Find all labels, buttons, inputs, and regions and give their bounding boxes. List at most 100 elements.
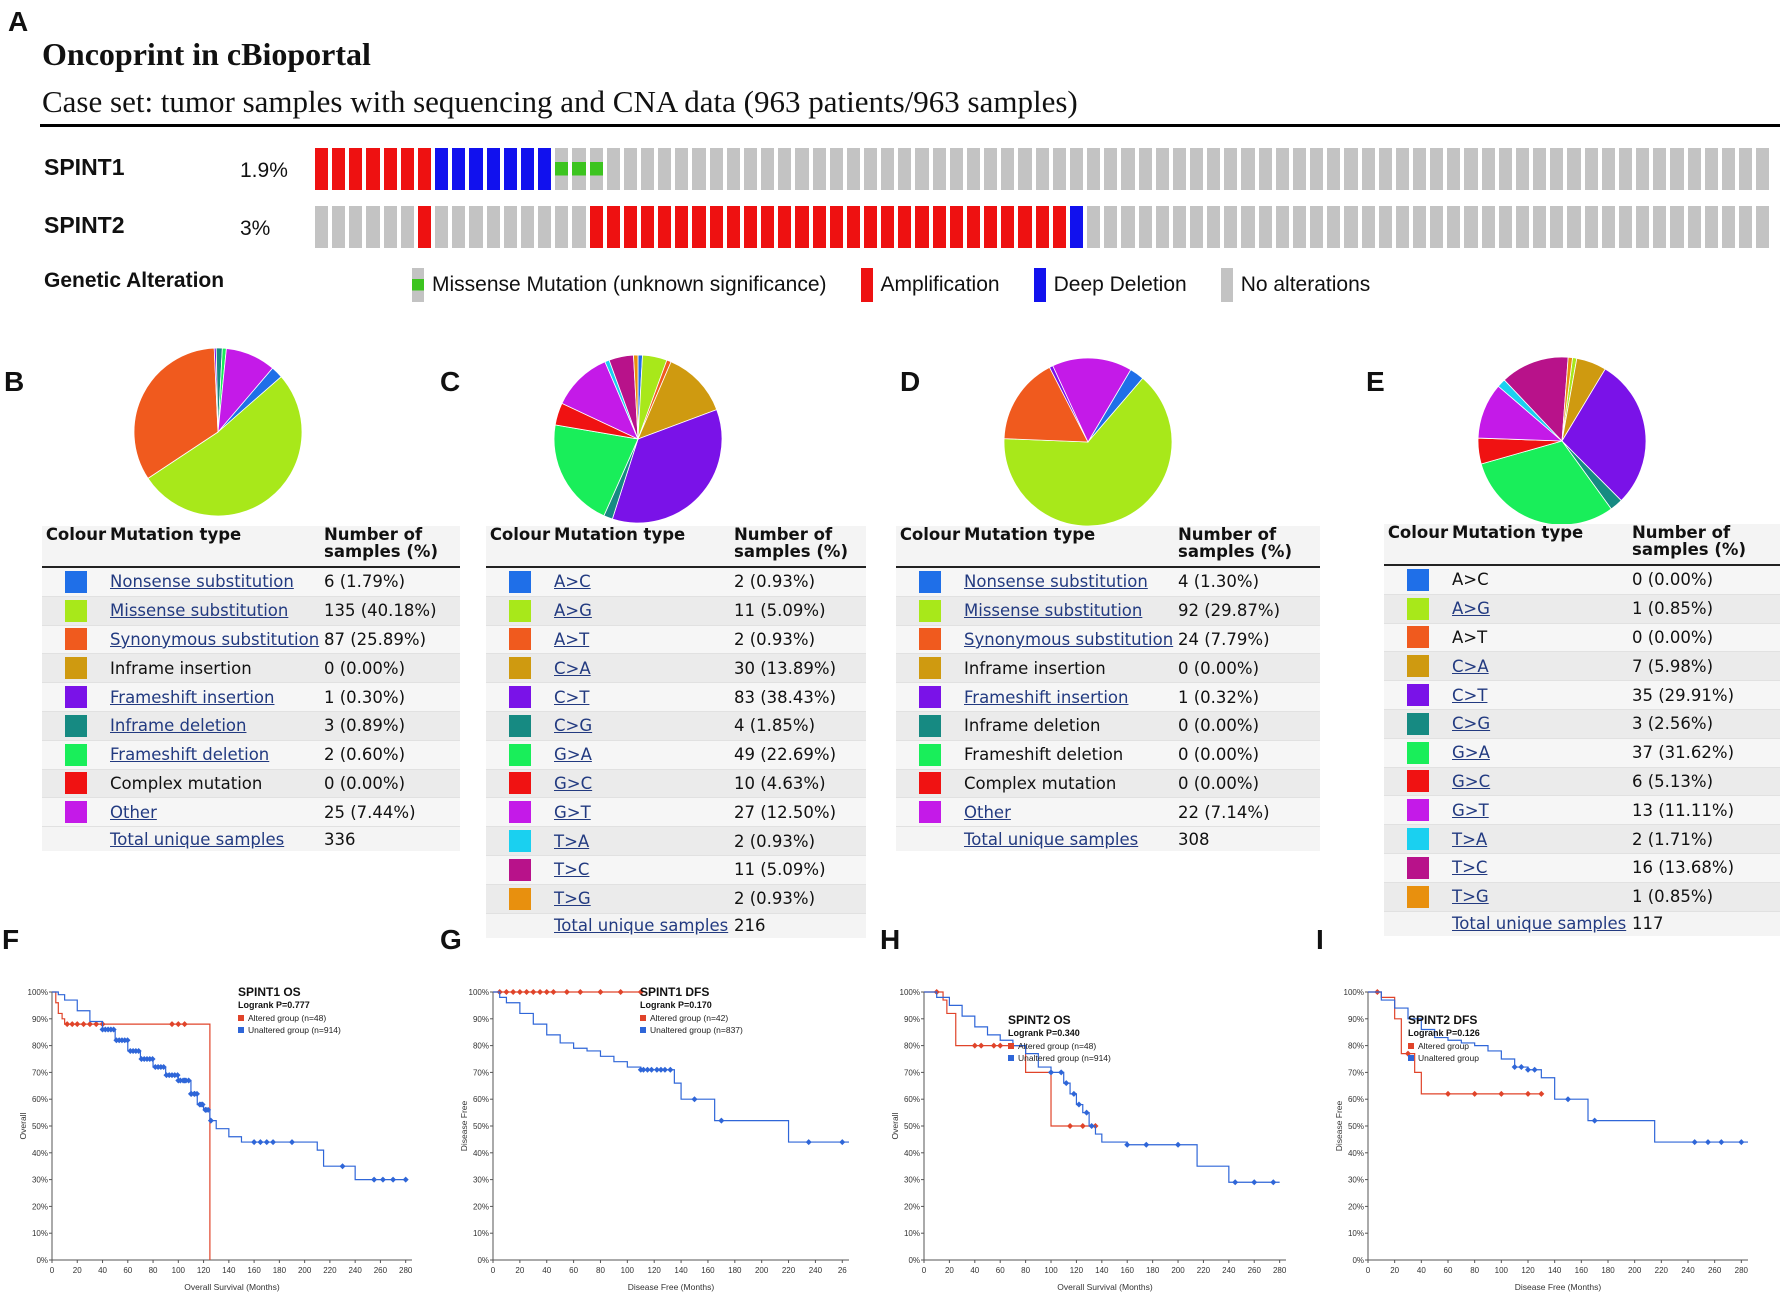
total-unique-samples-link[interactable]: Total unique samples bbox=[1452, 914, 1627, 934]
censor-marker bbox=[339, 1163, 346, 1170]
x-tick-label: 160 bbox=[1575, 1266, 1589, 1275]
alteration-cell-spint2 bbox=[966, 206, 981, 248]
mutation-table-e: Colour Mutation type Number of samples (%)… bbox=[1384, 524, 1780, 936]
total-unique-samples-link[interactable]: Total unique samples bbox=[110, 829, 285, 849]
alteration-cell-spint2 bbox=[486, 206, 500, 248]
x-tick-label: 120 bbox=[197, 1266, 211, 1275]
censor-marker bbox=[1083, 1109, 1090, 1116]
table-row: T>G 2 (0.93%) bbox=[486, 884, 866, 914]
mutation-type-link[interactable]: Synonymous substitution bbox=[964, 629, 1174, 649]
mutation-type-link[interactable]: G>C bbox=[1452, 771, 1491, 791]
mutation-type-link[interactable]: Frameshift insertion bbox=[964, 687, 1129, 707]
y-tick-label: 0% bbox=[477, 1256, 489, 1265]
censor-marker bbox=[1565, 1096, 1571, 1103]
alteration-cell-spint2 bbox=[1550, 206, 1564, 248]
km-axes: 0% 10% 20% 30% 40% 50% 60% 70% 80% 90% 100% 0 20 40 60… bbox=[1344, 988, 1749, 1275]
mutation-type-link[interactable]: Synonymous substitution bbox=[110, 629, 320, 649]
colour-cell bbox=[1384, 741, 1452, 764]
legend-label: Unaltered group (n=837) bbox=[650, 1025, 743, 1035]
sample-count: 1 (0.32%) bbox=[1178, 687, 1260, 707]
censor-marker bbox=[691, 1096, 698, 1103]
x-tick-label: 260 bbox=[1248, 1266, 1262, 1275]
table-row: T>A 2 (1.71%) bbox=[1384, 825, 1780, 854]
censor-marker bbox=[990, 1042, 997, 1049]
alteration-cell-spint2 bbox=[1138, 206, 1152, 248]
table-row: C>A 7 (5.98%) bbox=[1384, 652, 1780, 682]
mutation-type-link[interactable]: A>C bbox=[554, 572, 591, 592]
alteration-cell-spint2 bbox=[1292, 206, 1307, 248]
alteration-cell-spint2 bbox=[435, 206, 449, 248]
sample-count: 4 (1.30%) bbox=[1178, 572, 1260, 592]
mutation-type-link[interactable]: T>A bbox=[1452, 829, 1488, 849]
mutation-type-link[interactable]: C>T bbox=[554, 687, 590, 707]
header-mutation-type: Mutation type bbox=[554, 525, 686, 544]
mutation-type-link[interactable]: C>A bbox=[554, 658, 591, 678]
km-axes: 0% 10% 20% 30% 40% 50% 60% 70% 80% 90% 100% 0 20 40 60… bbox=[469, 988, 849, 1275]
x-tick-label: 80 bbox=[149, 1266, 158, 1275]
mutation-type-link[interactable]: Other bbox=[964, 802, 1011, 822]
mutation-type-link[interactable]: C>A bbox=[1452, 656, 1489, 676]
sample-count: 3 (0.89%) bbox=[324, 716, 406, 736]
x-tick-label: 100 bbox=[1044, 1266, 1058, 1275]
pie-slice-g-a bbox=[1480, 440, 1612, 526]
mutation-type-link[interactable]: G>A bbox=[1452, 743, 1490, 763]
mutation-type-link[interactable]: G>C bbox=[554, 773, 593, 793]
mutation-type-link[interactable]: Inframe deletion bbox=[110, 716, 247, 736]
alteration-cell-spint2 bbox=[1670, 206, 1684, 248]
alteration-cell-spint1 bbox=[1344, 148, 1358, 190]
gene-label-spint1: SPINT1 bbox=[44, 154, 125, 180]
sample-count: 1 (0.85%) bbox=[1632, 599, 1714, 619]
legend-swatch-deep-deletion bbox=[1033, 268, 1046, 302]
mutation-type-link[interactable]: G>T bbox=[1452, 800, 1489, 820]
colour-swatch bbox=[509, 743, 531, 766]
colour-swatch bbox=[1407, 684, 1429, 707]
colour-cell bbox=[1384, 712, 1452, 735]
table-header: Colour Mutation type Number of samples (%) bbox=[486, 526, 866, 568]
panel-label-e: E bbox=[1366, 366, 1385, 397]
y-tick-label: 60% bbox=[32, 1095, 48, 1104]
mutation-type-link[interactable]: C>G bbox=[1452, 714, 1491, 734]
censor-marker bbox=[563, 989, 570, 995]
alteration-cell-spint1 bbox=[383, 148, 397, 190]
mutation-type-link[interactable]: Nonsense substitution bbox=[964, 572, 1148, 592]
header-number-of-samples: Number of samples (%) bbox=[734, 525, 848, 561]
mutation-type-link[interactable]: Nonsense substitution bbox=[110, 572, 294, 592]
mutation-type-link[interactable]: T>C bbox=[554, 860, 590, 880]
total-unique-samples-link[interactable]: Total unique samples bbox=[554, 916, 729, 936]
mutation-type-link[interactable]: G>A bbox=[554, 745, 592, 765]
alteration-cell-spint1 bbox=[1361, 148, 1375, 190]
mutation-type-link[interactable]: Frameshift deletion bbox=[110, 745, 270, 765]
mutation-type-link[interactable]: C>T bbox=[1452, 685, 1488, 705]
mutation-type-link[interactable]: Frameshift insertion bbox=[110, 687, 275, 707]
y-tick-label: 100% bbox=[469, 988, 489, 997]
x-tick-label: 220 bbox=[1655, 1266, 1669, 1275]
x-tick-label: 140 bbox=[222, 1266, 236, 1275]
censor-marker bbox=[1538, 1090, 1545, 1097]
censor-marker bbox=[1498, 1090, 1505, 1097]
table-row: C>T 83 (38.43%) bbox=[486, 683, 866, 712]
mutation-type-link[interactable]: A>T bbox=[554, 629, 590, 649]
sample-count: 0 (0.00%) bbox=[324, 773, 406, 793]
censor-marker bbox=[510, 989, 517, 995]
mutation-type-link[interactable]: A>G bbox=[1452, 599, 1490, 619]
mutation-type-link[interactable]: T>A bbox=[554, 831, 590, 851]
mutation-type-link[interactable]: Missense substitution bbox=[110, 601, 289, 621]
total-row: Total unique samples 308 bbox=[896, 827, 1320, 851]
alteration-cell-spint2 bbox=[846, 206, 860, 248]
mutation-type-link[interactable]: G>T bbox=[554, 802, 591, 822]
mutation-type-link[interactable]: A>G bbox=[554, 601, 592, 621]
km-axes: 0% 10% 20% 30% 40% 50% 60% 70% 80% 90% 100% 0 20 40 60… bbox=[900, 988, 1287, 1275]
legend-label: Altered group (n=48) bbox=[1018, 1041, 1096, 1051]
table-row: Nonsense substitution 6 (1.79%) bbox=[42, 568, 460, 597]
y-tick-label: 50% bbox=[1348, 1122, 1364, 1131]
mutation-type-link[interactable]: Other bbox=[110, 802, 157, 822]
table-row: A>T 0 (0.00%) bbox=[1384, 623, 1780, 653]
mutation-type-link[interactable]: T>C bbox=[1452, 858, 1488, 878]
mutation-type-link[interactable]: T>G bbox=[1452, 887, 1489, 907]
table-row: G>T 27 (12.50%) bbox=[486, 798, 866, 828]
mutation-type-link[interactable]: C>G bbox=[554, 716, 593, 736]
mutation-type-link[interactable]: Missense substitution bbox=[964, 601, 1143, 621]
total-unique-samples-link[interactable]: Total unique samples bbox=[964, 829, 1139, 849]
mutation-type-link[interactable]: T>G bbox=[554, 889, 591, 909]
alteration-cell-spint1 bbox=[366, 148, 380, 190]
